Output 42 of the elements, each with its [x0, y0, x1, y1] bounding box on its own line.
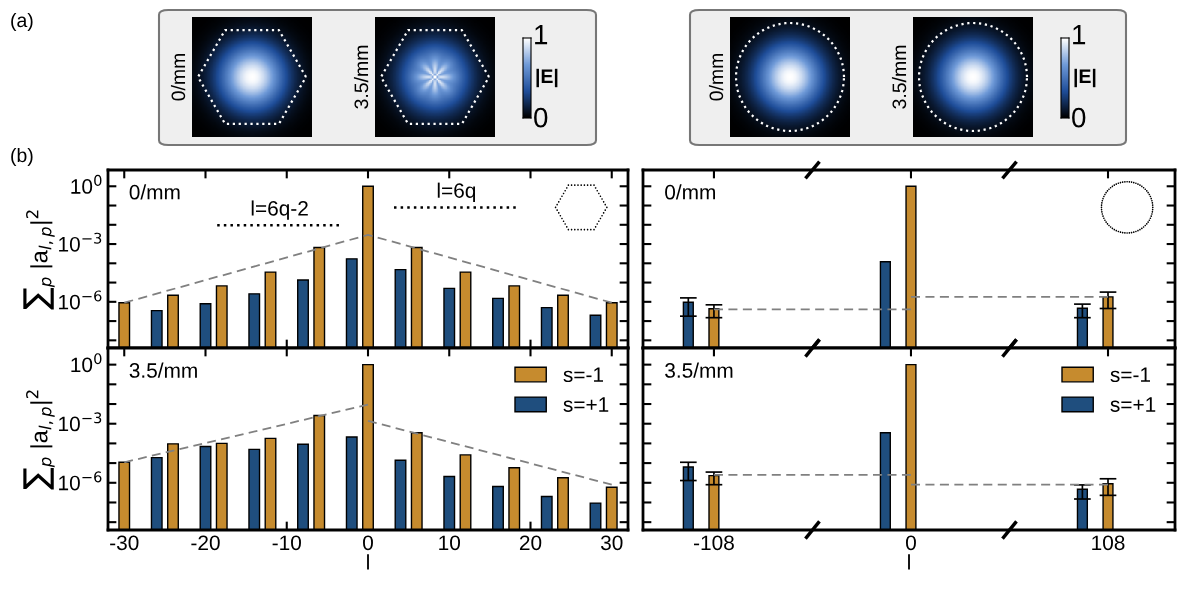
x-tick-label: 0 — [363, 535, 373, 551]
text: 3.5/mm — [353, 45, 369, 109]
annotation: l=6q — [437, 182, 476, 203]
y-tick-label: 10$^{−3}$ — [59, 232, 102, 252]
text: (b) — [11, 147, 33, 167]
text: (a) — [11, 12, 33, 32]
text: |E| — [1074, 68, 1096, 88]
text: 0 — [1072, 107, 1086, 128]
text: 0 — [534, 107, 548, 128]
text: 3.5/mm — [891, 45, 907, 109]
y-tick-label: 10$^{−6}$ — [59, 471, 102, 491]
legend-label: s=-1 — [563, 367, 603, 383]
x-axis-title: l — [367, 554, 369, 570]
y-tick-label: 10$^{−3}$ — [59, 412, 102, 432]
y-axis-title: ∑$_{p}$ |a$_{l,p}$|$^{2}$ — [23, 390, 55, 490]
x-tick-label: 30 — [600, 535, 623, 551]
y-tick-label: 10$^{0}$ — [71, 174, 102, 194]
y-tick-label: 10$^{0}$ — [71, 353, 102, 373]
x-tick-label: 0 — [905, 535, 916, 551]
text: 1 — [1073, 25, 1086, 45]
text: 0/mm — [665, 184, 715, 200]
x-tick-label: -108 — [694, 535, 734, 551]
x-tick-label: -30 — [110, 535, 139, 551]
legend-label: s=+1 — [563, 397, 609, 412]
text: 0/mm — [708, 53, 724, 101]
legend-label: s=-1 — [1110, 367, 1150, 383]
x-tick-label: 108 — [1092, 535, 1125, 551]
text: 1 — [535, 25, 548, 45]
x-tick-label: -20 — [191, 535, 220, 551]
legend-label: s=+1 — [1110, 397, 1156, 412]
x-axis-title: l — [908, 554, 910, 570]
x-tick-label: -10 — [272, 535, 301, 551]
x-tick-label: 10 — [439, 535, 461, 551]
text: 0/mm — [170, 53, 186, 101]
y-axis-title: ∑$_{p}$ |a$_{l,p}$|$^{2}$ — [23, 210, 55, 310]
text: |E| — [536, 68, 558, 88]
x-tick-label: 20 — [519, 535, 542, 551]
text: 3.5/mm — [129, 362, 197, 378]
text: 3.5/mm — [665, 362, 733, 378]
annotation: l=6q-2 — [251, 200, 308, 220]
text: 0/mm — [129, 184, 180, 200]
y-tick-label: 10$^{−6}$ — [59, 290, 102, 310]
